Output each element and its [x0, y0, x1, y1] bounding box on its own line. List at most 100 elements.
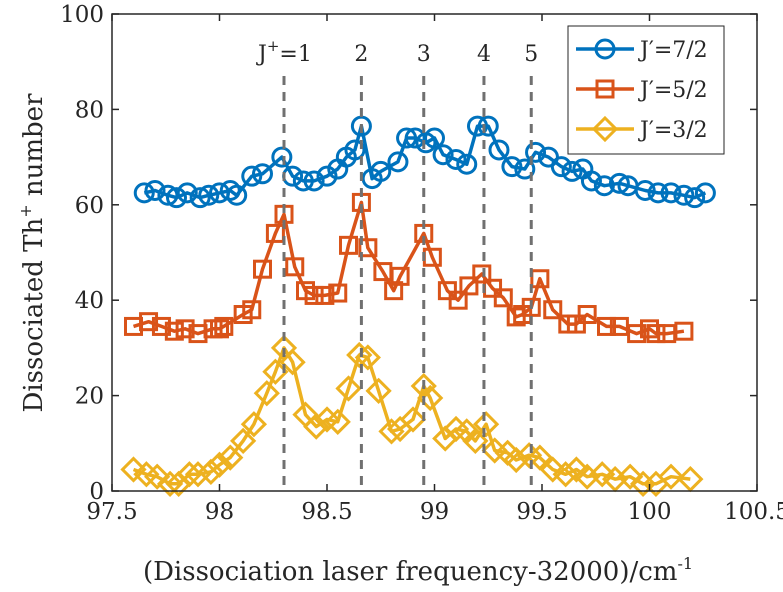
data-point — [589, 461, 616, 488]
data-point — [660, 182, 682, 204]
data-point — [358, 238, 378, 258]
data-point — [521, 297, 541, 317]
level-label: J+=1 — [256, 37, 312, 67]
data-point — [271, 146, 293, 168]
data-point — [120, 456, 147, 483]
data-point — [563, 456, 590, 483]
data-point — [608, 172, 630, 194]
level-label-prefix: J — [256, 42, 267, 67]
x-axis-label-superscript: -1 — [677, 554, 693, 573]
data-point — [252, 163, 273, 185]
data-point — [242, 300, 262, 320]
data-point — [175, 319, 195, 339]
data-point — [550, 156, 572, 178]
data-point — [488, 139, 510, 161]
data-point — [525, 141, 547, 163]
y-tick-label: 100 — [60, 2, 104, 28]
data-point — [265, 223, 285, 243]
legend-label: J′=3/2 — [638, 118, 708, 143]
data-point — [477, 115, 499, 137]
data-point — [285, 257, 305, 277]
data-point — [506, 307, 526, 327]
y-tick-label: 20 — [75, 384, 104, 410]
data-point — [370, 160, 392, 182]
x-tick-label: 100.5 — [724, 499, 783, 525]
data-point — [561, 160, 583, 182]
y-tick-label: 40 — [75, 288, 104, 314]
legend-label: J′=7/2 — [638, 38, 708, 63]
x-tick-label: 97.5 — [86, 499, 137, 525]
data-point — [467, 115, 488, 137]
data-point — [387, 151, 409, 173]
data-point — [214, 316, 234, 336]
x-tick-label: 98.5 — [301, 499, 352, 525]
level-label: 5 — [524, 42, 538, 67]
data-point — [164, 321, 184, 341]
level-label-value: =1 — [279, 42, 311, 67]
data-point — [344, 139, 366, 161]
data-point — [577, 305, 597, 325]
data-point — [378, 418, 405, 445]
data-point — [226, 184, 248, 206]
y-tick-label: 60 — [75, 193, 104, 219]
data-point — [566, 314, 586, 334]
series-diamond — [120, 334, 704, 497]
data-point — [472, 411, 500, 438]
level-label-superscript: + — [267, 37, 280, 55]
y-axis-label-superscript: + — [16, 204, 35, 217]
data-point — [303, 170, 325, 192]
data-point — [432, 144, 454, 166]
data-point — [501, 156, 523, 178]
y-tick-label: 80 — [75, 97, 104, 123]
data-point — [198, 184, 220, 206]
data-point — [157, 184, 179, 206]
data-point — [673, 184, 695, 206]
data-point — [646, 324, 666, 344]
x-axis-label: (Dissociation laser frequency-32000)/cm-… — [143, 554, 693, 587]
data-point — [552, 461, 579, 488]
x-axis-label-text: (Dissociation laser frequency-32000)/cm — [143, 557, 678, 587]
data-point — [328, 283, 348, 303]
legend-label: J′=5/2 — [638, 78, 708, 103]
data-point — [543, 300, 563, 320]
data-point — [437, 281, 457, 301]
y-axis-label-suffix: number — [19, 93, 49, 204]
data-point — [253, 380, 280, 407]
data-point — [634, 179, 656, 201]
series-layer — [120, 115, 716, 497]
data-point — [399, 406, 427, 433]
legend-entry: J′=3/2 — [576, 115, 708, 143]
data-point — [176, 182, 198, 204]
ticks-layer: 97.5 98 98.5 99 99.5 100 100.5 0 20 40 60 80 100 — [60, 2, 783, 525]
data-point — [657, 463, 685, 490]
data-point — [424, 127, 445, 149]
legend-marker — [591, 115, 619, 143]
legend: J′=7/2 J′=5/2 J′=3/2 — [567, 25, 725, 155]
data-point — [335, 375, 362, 402]
data-point — [176, 461, 203, 488]
y-axis-label: Dissociated Th+ number — [16, 93, 49, 413]
level-label: 2 — [354, 42, 368, 67]
series-circle — [133, 115, 716, 209]
legend-marker — [594, 38, 616, 60]
data-point — [303, 413, 330, 440]
data-point — [206, 451, 233, 478]
data-point — [144, 179, 166, 201]
legend-entry: J′=7/2 — [576, 38, 708, 63]
data-point — [151, 316, 171, 336]
data-point — [396, 127, 418, 149]
legend-marker — [595, 79, 615, 99]
data-point — [346, 341, 373, 369]
data-point — [417, 384, 444, 412]
data-point — [189, 187, 211, 209]
data-point — [472, 264, 492, 284]
data-point — [597, 316, 616, 336]
data-point — [445, 148, 467, 170]
y-tick-label: 0 — [89, 479, 104, 505]
data-point — [580, 170, 602, 192]
data-point — [139, 312, 159, 332]
data-point — [684, 187, 706, 209]
data-point — [197, 458, 225, 486]
data-point — [627, 324, 647, 344]
data-point — [184, 461, 212, 488]
